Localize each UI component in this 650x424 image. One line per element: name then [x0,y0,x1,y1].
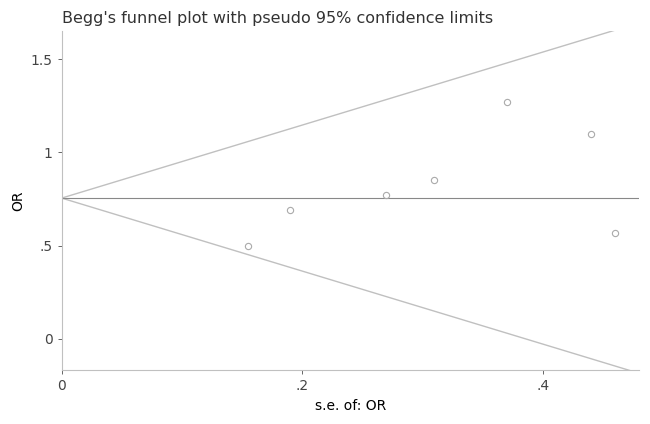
X-axis label: s.e. of: OR: s.e. of: OR [315,399,386,413]
Y-axis label: OR: OR [11,191,25,211]
Text: Begg's funnel plot with pseudo 95% confidence limits: Begg's funnel plot with pseudo 95% confi… [62,11,493,26]
